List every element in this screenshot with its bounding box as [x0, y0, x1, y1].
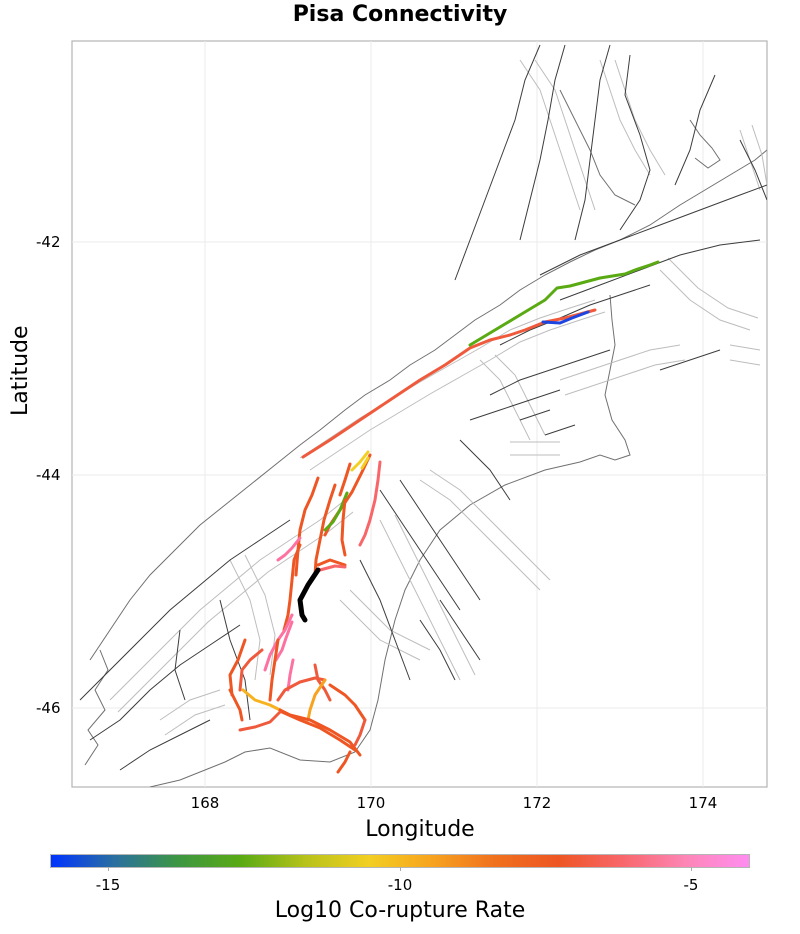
colorbar — [50, 854, 750, 868]
y-tick-label: -44 — [36, 466, 61, 484]
coastline — [84, 89, 767, 787]
colorbar-tick-label: -5 — [683, 876, 699, 894]
plot-panel — [71, 40, 768, 788]
co-rupture-traces — [228, 260, 660, 774]
fault-traces — [79, 44, 767, 771]
colorbar-tick-label: -15 — [95, 876, 121, 894]
marlborough-trace — [541, 310, 590, 325]
y-tick-label: -46 — [36, 699, 61, 717]
x-tick-label: 170 — [356, 794, 386, 812]
pisa-fault-trace — [297, 567, 321, 623]
colorbar-tick — [691, 867, 692, 871]
colorbar-tick — [108, 867, 109, 871]
x-tick-label: 172 — [522, 794, 552, 812]
y-axis-label: Latitude — [8, 325, 33, 416]
colorbar-title: Log10 Co-rupture Rate — [274, 898, 526, 923]
colorbar-tick-label: -10 — [387, 876, 413, 894]
x-tick-label: 168 — [190, 794, 220, 812]
colorbar-tick — [400, 867, 401, 871]
x-tick-label: 174 — [688, 794, 718, 812]
x-axis-label: Longitude — [365, 817, 475, 842]
y-tick-label: -42 — [36, 233, 61, 251]
chart-title: Pisa Connectivity — [292, 2, 508, 27]
fault-patches — [109, 59, 767, 736]
hope-fault-trace — [468, 260, 660, 347]
